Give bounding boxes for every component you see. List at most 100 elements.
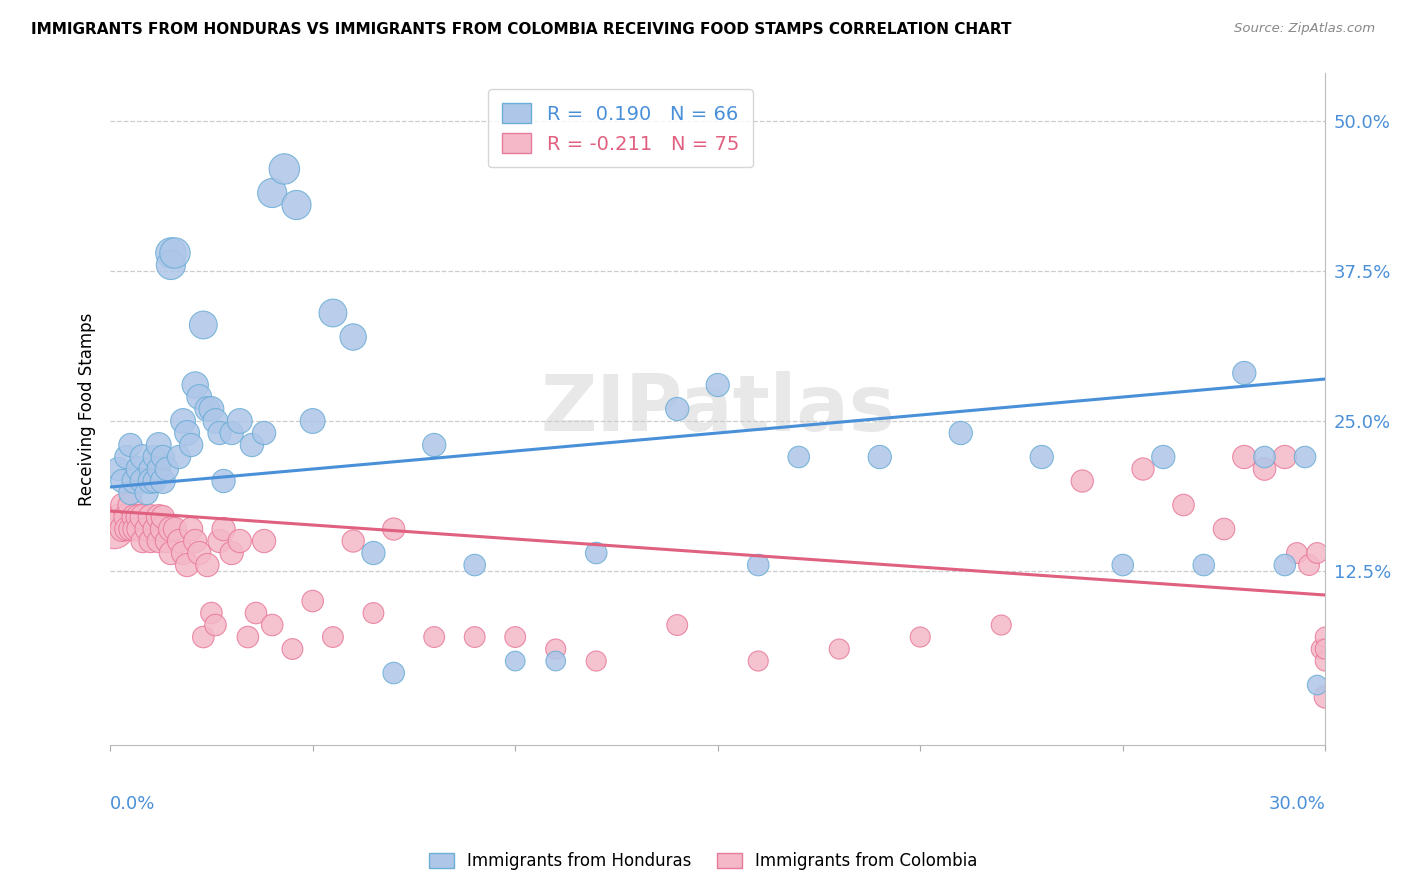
Point [1315,690,1337,704]
Point [666,618,689,632]
Point [1132,462,1154,476]
Point [115,510,138,524]
Text: ZIPatlas: ZIPatlas [540,371,896,447]
Point [221,425,243,440]
Point [128,522,150,536]
Point [423,438,446,452]
Point [990,618,1012,632]
Point [107,510,129,524]
Point [423,630,446,644]
Point [212,522,235,536]
Point [111,522,134,536]
Point [503,654,526,668]
Point [200,606,222,620]
Point [787,450,810,464]
Point [1310,642,1333,657]
Y-axis label: Receiving Food Stamps: Receiving Food Stamps [79,312,96,506]
Point [128,510,150,524]
Point [163,522,186,536]
Point [273,161,295,176]
Point [152,450,174,464]
Point [184,534,207,549]
Point [1213,522,1236,536]
Point [949,425,972,440]
Point [262,618,284,632]
Point [706,378,728,392]
Point [208,425,231,440]
Point [139,474,162,488]
Point [1071,474,1094,488]
Point [143,474,166,488]
Point [135,522,157,536]
Point [111,474,134,488]
Point [124,522,146,536]
Point [195,402,218,417]
Point [180,438,202,452]
Point [363,606,385,620]
Point [666,402,689,417]
Point [1192,558,1215,572]
Point [204,414,226,428]
Point [245,606,267,620]
Point [1173,498,1195,512]
Point [160,522,183,536]
Point [464,558,486,572]
Point [195,558,218,572]
Point [139,534,162,549]
Point [229,414,252,428]
Point [148,462,170,476]
Point [188,390,211,404]
Point [1315,642,1337,657]
Point [342,534,364,549]
Point [1315,654,1337,668]
Text: 0.0%: 0.0% [110,796,156,814]
Point [585,546,607,560]
Point [128,462,150,476]
Point [1274,558,1296,572]
Point [184,378,207,392]
Point [544,642,567,657]
Point [167,534,190,549]
Point [229,534,252,549]
Point [152,510,174,524]
Point [1315,630,1337,644]
Point [1306,546,1329,560]
Text: 30.0%: 30.0% [1268,796,1326,814]
Point [176,425,198,440]
Point [180,522,202,536]
Point [204,618,226,632]
Point [1306,678,1329,692]
Point [281,642,304,657]
Point [152,522,174,536]
Point [1253,450,1275,464]
Point [103,522,125,536]
Text: IMMIGRANTS FROM HONDURAS VS IMMIGRANTS FROM COLOMBIA RECEIVING FOOD STAMPS CORRE: IMMIGRANTS FROM HONDURAS VS IMMIGRANTS F… [31,22,1011,37]
Point [131,534,153,549]
Point [253,534,276,549]
Point [236,630,259,644]
Point [131,474,153,488]
Point [193,630,215,644]
Point [148,534,170,549]
Point [160,246,183,260]
Legend: Immigrants from Honduras, Immigrants from Colombia: Immigrants from Honduras, Immigrants fro… [422,846,984,877]
Point [464,630,486,644]
Point [1233,450,1256,464]
Point [363,546,385,560]
Point [115,450,138,464]
Point [1253,462,1275,476]
Point [747,558,769,572]
Point [124,474,146,488]
Point [342,330,364,344]
Point [160,546,183,560]
Point [221,546,243,560]
Point [747,654,769,668]
Point [160,258,183,272]
Point [200,402,222,417]
Text: Source: ZipAtlas.com: Source: ZipAtlas.com [1234,22,1375,36]
Point [869,450,891,464]
Point [212,474,235,488]
Point [163,246,186,260]
Point [107,462,129,476]
Point [585,654,607,668]
